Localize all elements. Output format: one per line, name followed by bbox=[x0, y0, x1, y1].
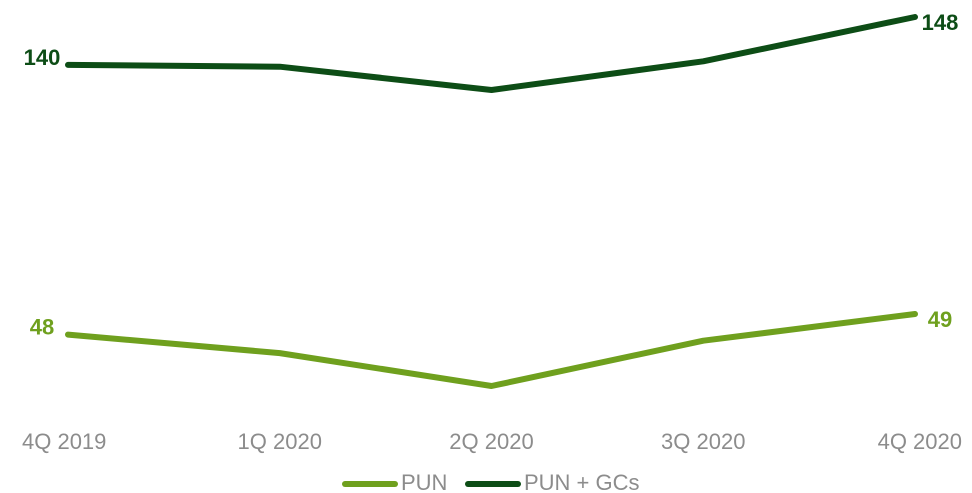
x-tick-label: 4Q 2019 bbox=[22, 429, 106, 454]
data-label: 148 bbox=[922, 10, 959, 35]
x-tick-label: 3Q 2020 bbox=[661, 429, 745, 454]
data-label: 48 bbox=[30, 315, 54, 340]
x-axis: 4Q 2019 1Q 2020 2Q 2020 3Q 2020 4Q 2020 bbox=[22, 429, 962, 454]
data-label: 140 bbox=[24, 45, 61, 70]
series-line-2 bbox=[65, 14, 918, 93]
series-layer bbox=[65, 14, 918, 389]
x-tick-label: 4Q 2020 bbox=[878, 429, 962, 454]
legend-label: PUN bbox=[401, 470, 447, 493]
legend-label: PUN + GCs bbox=[524, 470, 640, 493]
x-tick-label: 2Q 2020 bbox=[449, 429, 533, 454]
series-line-1 bbox=[65, 311, 918, 389]
data-label: 49 bbox=[928, 307, 952, 332]
x-tick-label: 1Q 2020 bbox=[238, 429, 322, 454]
legend: PUN PUN + GCs bbox=[342, 470, 640, 493]
data-label-layer: 48 49 140 148 bbox=[24, 10, 959, 340]
